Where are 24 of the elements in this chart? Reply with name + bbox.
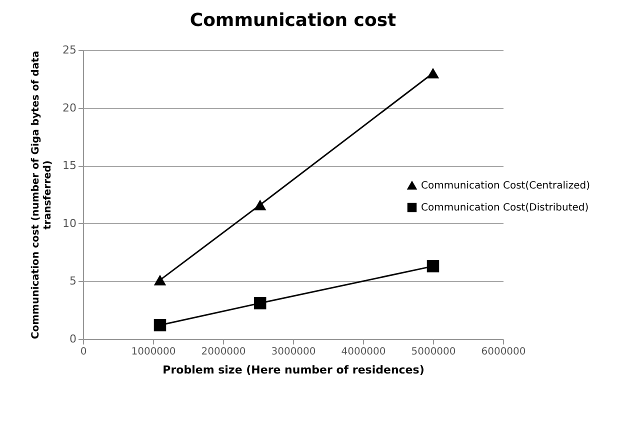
x-tick-label: 2000000	[201, 346, 246, 358]
y-tick-label: 10	[62, 216, 76, 230]
x-tick-label: 3000000	[271, 346, 316, 358]
point	[254, 297, 266, 310]
x-tick-label: 4000000	[341, 346, 386, 358]
x-tick-label: 5000000	[411, 346, 456, 358]
y-tick-label: 20	[62, 101, 76, 114]
y-axis-title: Communication cost (number of Giga bytes of data transferred)	[30, 50, 54, 340]
legend-label: Communication Cost(Distributed)	[421, 202, 589, 214]
y-tick-label: 5	[70, 274, 76, 288]
y-tick-label: 0	[70, 332, 76, 346]
x-tick-label: 0	[80, 346, 87, 358]
point	[254, 200, 266, 210]
y-tick-label: 15	[62, 159, 76, 172]
x-axis-title: Problem size (Here number of residences)	[162, 364, 424, 376]
point	[426, 68, 440, 78]
point	[154, 319, 166, 332]
y-tick-label: 25	[62, 44, 76, 56]
point	[154, 274, 166, 286]
x-tick-label: 6000000	[481, 346, 526, 358]
point	[426, 260, 440, 272]
x-tick-label: 1000000	[131, 346, 176, 358]
legend-label: Communication Cost(Centralized)	[421, 180, 590, 192]
chart-title: Communication cost	[190, 10, 397, 31]
